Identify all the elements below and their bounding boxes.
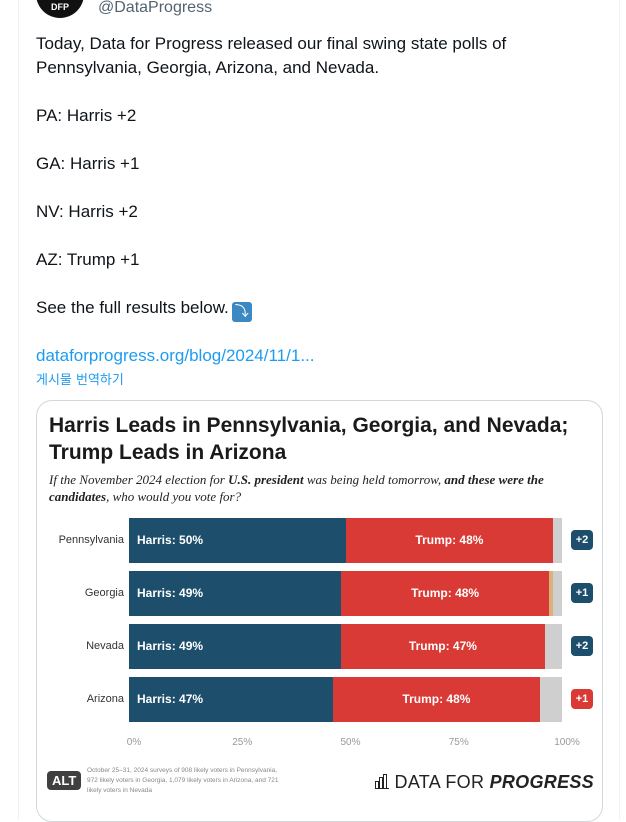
right-arrow-curving-down-icon: ⤵ [231, 302, 252, 322]
harris-bar [129, 518, 346, 563]
chart-title-line: Trump Leads in Arizona [49, 441, 287, 464]
chart-title: Harris Leads in Pennsylvania, Georgia, a… [49, 412, 568, 466]
logo-text-bold: PROGRESS [489, 772, 594, 792]
undecided-bar [540, 677, 562, 722]
blog-link[interactable]: dataforprogress.org/blog/2024/11/1... [36, 346, 315, 365]
trump-value-label: Trump: 47% [408, 639, 477, 653]
state-label: Georgia [84, 587, 124, 599]
trump-value-label: Trump: 48% [415, 533, 484, 547]
state-label: Pennsylvania [58, 534, 124, 546]
harris-bar [129, 624, 342, 669]
avatar[interactable]: DFP [36, 0, 84, 18]
subtitle-segment: , who would you vote for? [106, 489, 242, 504]
harris-value-label: Harris: 49% [137, 639, 204, 653]
tweet-container [18, 0, 620, 820]
tweet-text-line: Today, Data for Progress released our fi… [36, 34, 507, 53]
trump-bar [345, 518, 554, 563]
harris-bar [129, 571, 342, 616]
user-handle[interactable]: @DataProgress [98, 0, 213, 16]
dfp-logo: DATA FOR PROGRESS [374, 772, 594, 793]
harris-value-label: Harris: 50% [137, 533, 204, 547]
trump-bar [332, 677, 541, 722]
alt-text-badge[interactable]: ALT [47, 771, 82, 790]
subtitle-segment: was being held tomorrow, [303, 472, 445, 487]
other-bar [549, 571, 554, 616]
tweet-text-line: AZ: Trump +1 [36, 250, 140, 269]
x-tick-label: 25% [232, 737, 253, 748]
tweet-text-line: NV: Harris +2 [36, 202, 138, 221]
undecided-bar [553, 518, 562, 563]
x-tick-label: 50% [340, 737, 361, 748]
harris-value-label: Harris: 47% [137, 692, 204, 706]
trump-bar [341, 571, 549, 616]
x-tick-label: 75% [448, 737, 469, 748]
subtitle-segment: and these were the candidates [49, 472, 544, 504]
chart-subtitle: If the November 2024 election for U.S. p… [49, 471, 559, 505]
trump-value-label: Trump: 48% [411, 586, 480, 600]
translate-post-link[interactable]: 게시물 번역하기 [36, 373, 124, 388]
trump-bar [341, 624, 545, 669]
trump-value-label: Trump: 48% [402, 692, 471, 706]
state-label: Nevada [86, 640, 124, 652]
tweet-text-line: Pennsylvania, Georgia, Arizona, and Neva… [36, 58, 380, 77]
state-label: Arizona [86, 693, 124, 705]
tweet-text-line: GA: Harris +1 [36, 154, 140, 173]
avatar-text: DFP [51, 2, 69, 12]
chart-title-line: Harris Leads in Pennsylvania, Georgia, a… [49, 414, 569, 437]
chart-row: Nevada Harris: 49% Trump: 47% +2 [37, 624, 602, 669]
margin-badge: +1 [571, 689, 593, 709]
undecided-bar [544, 624, 562, 669]
undecided-bar [553, 571, 562, 616]
tweet-text-line-with-emoji: See the full results below. ⤵ [36, 296, 252, 322]
subtitle-segment: U.S. president [228, 472, 304, 487]
x-tick-label: 0% [126, 737, 142, 748]
subtitle-segment: If the November 2024 election for [49, 472, 229, 487]
chart-image[interactable]: Harris Leads in Pennsylvania, Georgia, a… [36, 400, 603, 822]
tweet-text: See the full results below. [36, 298, 229, 317]
margin-badge: +2 [571, 636, 593, 656]
chart-row: Arizona Harris: 47% Trump: 48% +1 [37, 677, 602, 722]
chart-row: Georgia Harris: 49% Trump: 48% +1 [37, 571, 602, 616]
harris-bar [129, 677, 333, 722]
bar-chart-logo-icon [374, 774, 389, 789]
chart-footnote: October 25–31, 2024 surveys of 908 likel… [87, 767, 279, 794]
x-tick-label: 100% [554, 737, 580, 748]
chart-row: Pennsylvania Harris: 50% Trump: 48% +2 [37, 518, 602, 563]
harris-value-label: Harris: 49% [137, 586, 204, 600]
margin-badge: +2 [571, 530, 593, 550]
margin-badge: +1 [571, 583, 593, 603]
logo-text: DATA FOR [394, 772, 490, 792]
tweet-text-line: PA: Harris +2 [36, 106, 137, 125]
